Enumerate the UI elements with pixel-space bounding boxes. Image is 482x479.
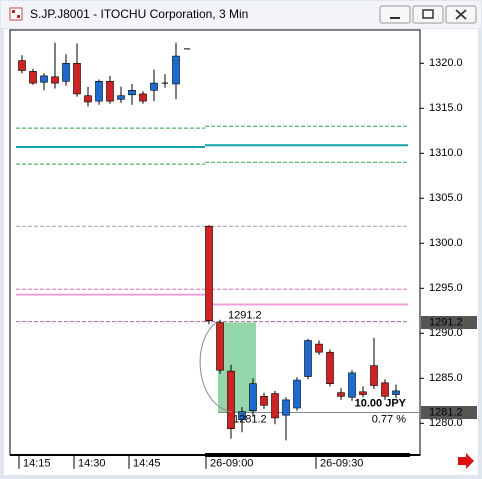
x-tick-label: 14:45 bbox=[133, 458, 161, 470]
candle-body bbox=[40, 75, 48, 83]
candle-body bbox=[128, 90, 136, 96]
measure-arc bbox=[199, 320, 233, 413]
candle-body bbox=[29, 71, 37, 84]
candle-body bbox=[271, 393, 279, 419]
candle-body bbox=[326, 351, 334, 385]
candle-body bbox=[304, 340, 312, 377]
candle-body bbox=[337, 392, 345, 397]
measure-change: 10.00 JPY bbox=[355, 397, 407, 409]
plot-frame bbox=[9, 29, 421, 456]
candle-body bbox=[260, 395, 268, 406]
measure-start-label: 1291.2 bbox=[228, 309, 262, 321]
candle-body bbox=[359, 391, 367, 395]
candle-body bbox=[216, 322, 224, 371]
maximize-button[interactable] bbox=[412, 5, 444, 24]
candle-body bbox=[84, 95, 92, 103]
candle-body bbox=[73, 62, 81, 95]
candle-body bbox=[172, 55, 180, 85]
x-tick-label: 14:30 bbox=[78, 458, 106, 470]
candle-body bbox=[348, 372, 356, 398]
y-tick-label: 1310.0 bbox=[429, 147, 463, 159]
candle-body bbox=[117, 95, 125, 100]
y-tick-label: 1295.0 bbox=[429, 282, 463, 294]
window-title: S.JP.J8001 - ITOCHU Corporation, 3 Min bbox=[30, 7, 248, 21]
close-button[interactable] bbox=[445, 5, 477, 24]
y-tick-label: 1320.0 bbox=[429, 57, 463, 69]
y-tick-label: 1280.0 bbox=[429, 417, 463, 429]
candle-body bbox=[139, 93, 147, 102]
minimize-button[interactable] bbox=[379, 5, 411, 24]
y-tick-label: 1305.0 bbox=[429, 192, 463, 204]
candle-body bbox=[293, 379, 301, 409]
candle-body bbox=[238, 411, 246, 421]
x-tick-label: 26-09:00 bbox=[210, 458, 253, 470]
candle-body bbox=[62, 62, 70, 82]
candle-body bbox=[381, 382, 389, 397]
measure-end-label: 1281.2 bbox=[233, 413, 267, 425]
candle-body bbox=[106, 81, 114, 102]
candle-body bbox=[95, 81, 103, 102]
price-label: 1281.2 bbox=[429, 406, 463, 418]
y-tick-label: 1290.0 bbox=[429, 327, 463, 339]
measure-percent: 0.77 % bbox=[372, 413, 406, 425]
candle-body bbox=[18, 60, 26, 71]
candle-body bbox=[282, 399, 290, 416]
scroll-arrow[interactable] bbox=[458, 453, 474, 469]
price-label-box bbox=[421, 406, 477, 419]
candle-body bbox=[315, 343, 323, 353]
candle-body bbox=[249, 383, 257, 412]
app-icon bbox=[9, 7, 23, 21]
candle-body bbox=[205, 225, 213, 321]
price-label-box bbox=[421, 316, 477, 329]
y-tick-label: 1315.0 bbox=[429, 102, 463, 114]
x-tick-label: 14:15 bbox=[23, 458, 51, 470]
candle-body bbox=[51, 76, 59, 84]
price-label: 1291.2 bbox=[429, 316, 463, 328]
candle-body bbox=[227, 370, 235, 430]
candle-body bbox=[150, 82, 158, 91]
candle-body bbox=[370, 365, 378, 386]
y-tick-label: 1300.0 bbox=[429, 237, 463, 249]
y-tick-label: 1285.0 bbox=[429, 372, 463, 384]
candle-body bbox=[392, 390, 400, 395]
x-tick-label: 26-09:30 bbox=[320, 458, 363, 470]
